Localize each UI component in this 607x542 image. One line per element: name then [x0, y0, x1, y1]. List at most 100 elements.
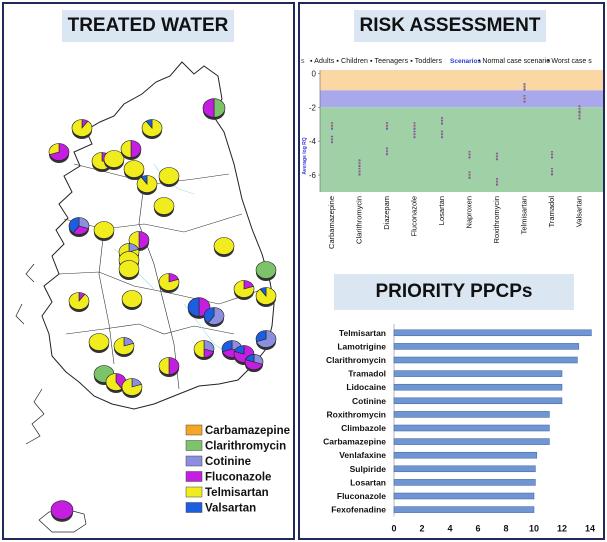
pie-slice — [121, 378, 143, 396]
pie-slice — [213, 237, 235, 255]
site-pie — [255, 261, 277, 281]
pie-slice — [221, 340, 233, 352]
legend-swatch — [185, 486, 203, 498]
prio-category-label: Fexofenadine — [331, 505, 386, 515]
risk-point — [468, 156, 471, 159]
pie-slice — [158, 357, 170, 375]
pie-slice — [68, 292, 90, 310]
region-border-4 — [65, 323, 235, 335]
risk-point — [495, 158, 499, 161]
prio-bar — [393, 424, 550, 432]
site-pie — [213, 237, 235, 257]
islands-west — [15, 263, 45, 445]
risk-point — [413, 127, 416, 130]
risk-x-tick-label: Carbamazepine — [327, 196, 336, 249]
site-pie — [50, 500, 74, 522]
site-pie — [244, 354, 264, 373]
risk-plot-area: 0 -2 -4 -6 Carbamazepine Clarithromycin Diazep… — [309, 69, 603, 249]
pie-slice — [244, 359, 263, 370]
pie-slice — [123, 160, 145, 178]
korea-map: Carbamazepine Clarithromycin Cotinine Fluco… — [15, 61, 290, 533]
risk-x-tick-label: Clarithromycin — [355, 196, 364, 244]
risk-legend-scenarios: Scenarios — [450, 58, 481, 65]
map-legend-item: Telmisartan — [185, 486, 269, 499]
legend-swatch — [185, 424, 203, 436]
risk-x-tick-label: Roxithromycin — [492, 196, 501, 244]
pie-slice — [234, 345, 245, 355]
pie-slice — [71, 119, 93, 137]
risk-point — [550, 173, 554, 176]
prio-bar — [393, 397, 563, 405]
prio-x-tick-label: 4 — [447, 523, 452, 533]
site-pie — [153, 197, 175, 217]
site-pie — [121, 378, 143, 398]
site-pie — [158, 167, 180, 187]
pie-slice — [145, 119, 153, 129]
risk-point — [440, 136, 444, 139]
prio-bar — [393, 506, 535, 513]
risk-point — [578, 117, 581, 120]
prio-x-tick-label: 0 — [391, 523, 396, 533]
legend-swatch — [185, 471, 203, 482]
pie-slice — [168, 357, 180, 375]
treated-water-title: TREATED WATER — [62, 10, 234, 42]
map-legend-item: Clarithromycin — [185, 440, 286, 453]
pie-slice — [153, 197, 175, 215]
risk-ylabel: Average log RQ — [302, 137, 308, 174]
prio-bar — [393, 479, 536, 486]
prio-bar — [393, 465, 536, 473]
risk-y-tick-label: -6 — [309, 171, 317, 180]
prio-category-label: Lidocaine — [346, 382, 386, 392]
prio-category-label: Carbamazepine — [323, 437, 386, 447]
site-pie — [136, 175, 158, 195]
pie-slice — [158, 167, 180, 185]
priority-title: PRIORITY PPCPs — [334, 274, 574, 310]
site-pie — [255, 287, 277, 307]
site-pie — [202, 98, 226, 120]
prio-bar — [393, 356, 578, 364]
prio-category-label: Fluconazole — [337, 491, 386, 501]
pie-slice — [245, 354, 255, 363]
prio-x-tick-label: 14 — [585, 523, 595, 533]
pie-slice — [207, 307, 225, 325]
risk-y-tick-label: -4 — [309, 137, 317, 146]
pie-slice — [113, 337, 135, 355]
pie-slice — [105, 373, 123, 391]
region-border-6 — [98, 228, 115, 365]
prio-bar — [393, 492, 535, 500]
prio-bar — [393, 411, 550, 418]
risk-x-tick-label: Diazepam — [382, 196, 391, 230]
risk-chart: s ▪ Adults ▪ Children ▪ Teenagers ▪ Todd… — [301, 58, 603, 249]
legend-label: Cotinine — [205, 456, 251, 468]
treated-water-panel: TREATED WATER Carbamazepine Clarithromyci… — [2, 2, 295, 540]
prio-category-label: Venlafaxine — [339, 450, 386, 460]
prio-x-tick-label: 2 — [419, 523, 424, 533]
legend-swatch — [185, 440, 203, 451]
risk-point — [385, 127, 389, 130]
site-pie — [71, 119, 93, 139]
pie-slice — [138, 231, 150, 249]
risk-assessment-title: RISK ASSESSMENT — [354, 10, 546, 42]
pie-slice — [93, 221, 115, 239]
prio-x-tick-label: 8 — [503, 523, 508, 533]
pie-slice — [203, 307, 215, 324]
pie-slice — [130, 140, 142, 158]
pie-slice — [121, 290, 143, 308]
site-pie — [193, 340, 215, 360]
risk-band-high — [320, 70, 603, 91]
risk-x-tick-label: Telmisartan — [520, 196, 529, 234]
pie-slice — [68, 217, 80, 234]
prio-category-label: Cotinine — [352, 396, 386, 406]
pie-slice — [187, 297, 200, 317]
site-pie — [158, 273, 180, 293]
risk-legend-groups: ▪ Adults ▪ Children ▪ Teenagers ▪ Toddle… — [310, 58, 443, 65]
risk-band-medium — [320, 90, 603, 108]
prio-category-label: Telmisartan — [339, 328, 386, 338]
legend-label: Valsartan — [205, 503, 256, 515]
risk-x-tick-label: Tramadol — [547, 196, 556, 228]
map-legend-item: Carbamazepine — [185, 424, 290, 437]
prio-bar — [393, 451, 538, 459]
legend-label: Telmisartan — [205, 487, 269, 499]
site-pie — [68, 292, 90, 312]
legend-label: Carbamazepine — [205, 425, 290, 437]
